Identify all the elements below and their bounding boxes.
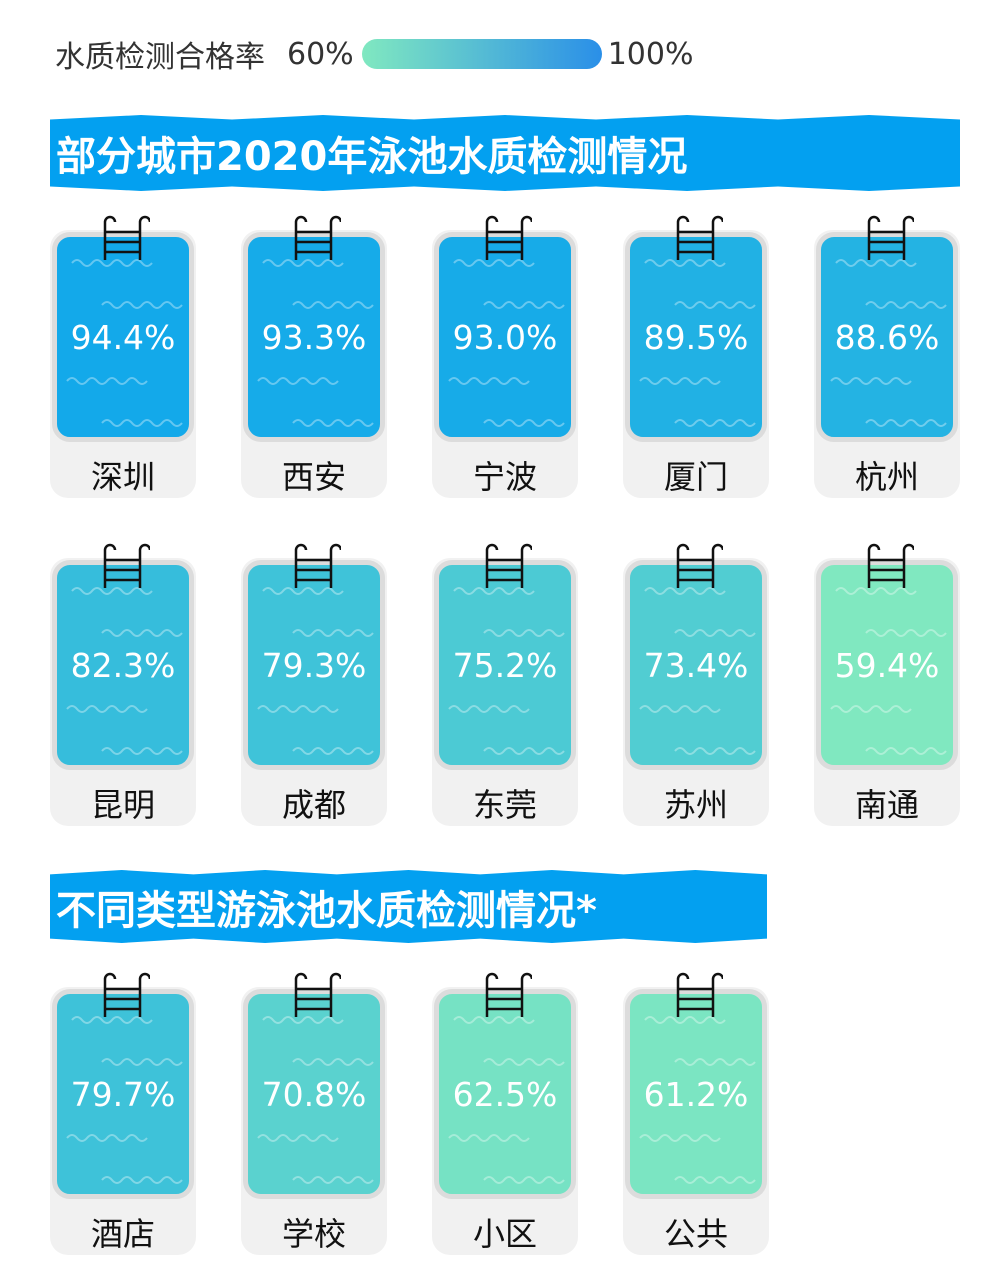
category-label: 南通 bbox=[854, 786, 919, 824]
pass-rate-value: 61.2% bbox=[643, 1074, 749, 1114]
category-label: 东莞 bbox=[472, 786, 537, 824]
section-title-pool-types: 不同类型游泳池水质检测情况* bbox=[50, 870, 767, 943]
pool-fill: 62.5% bbox=[434, 989, 576, 1199]
legend-min-label: 60% bbox=[287, 36, 354, 72]
pool-ladder-icon bbox=[485, 972, 532, 1017]
pool-ladder-icon bbox=[676, 543, 723, 588]
pool-ladder-icon bbox=[294, 972, 341, 1017]
waves-icon bbox=[66, 1016, 183, 1184]
pool-card: 88.6% 杭州 bbox=[814, 215, 960, 498]
pass-rate-value: 62.5% bbox=[452, 1074, 558, 1114]
pool-ladder-icon bbox=[867, 215, 914, 260]
pool-fill: 94.4% bbox=[52, 232, 194, 442]
pass-rate-value: 89.5% bbox=[643, 317, 749, 357]
pool-card: 61.2% 公共 bbox=[623, 972, 769, 1255]
pass-rate-value: 93.0% bbox=[452, 317, 558, 357]
waves-icon bbox=[830, 587, 947, 755]
pool-card: 73.4% 苏州 bbox=[623, 543, 769, 826]
pool-ladder-icon bbox=[676, 215, 723, 260]
category-label: 公共 bbox=[663, 1215, 728, 1253]
waves-icon bbox=[830, 259, 947, 427]
pool-fill: 93.3% bbox=[243, 232, 385, 442]
waves-icon bbox=[257, 587, 374, 755]
pass-rate-value: 79.7% bbox=[70, 1074, 176, 1114]
pool-fill: 93.0% bbox=[434, 232, 576, 442]
category-label: 深圳 bbox=[90, 458, 155, 496]
pool-card: 79.7% 酒店 bbox=[50, 972, 196, 1255]
pass-rate-value: 88.6% bbox=[834, 317, 940, 357]
category-label: 昆明 bbox=[90, 786, 155, 824]
pass-rate-value: 59.4% bbox=[834, 645, 940, 685]
pool-fill: 70.8% bbox=[243, 989, 385, 1199]
pool-ladder-icon bbox=[485, 215, 532, 260]
pool-ladder-icon bbox=[294, 215, 341, 260]
pass-rate-value: 93.3% bbox=[261, 317, 367, 357]
pool-ladder-icon bbox=[485, 543, 532, 588]
pool-fill: 73.4% bbox=[625, 560, 767, 770]
pool-ladder-icon bbox=[103, 543, 150, 588]
pool-fill: 75.2% bbox=[434, 560, 576, 770]
waves-icon bbox=[257, 259, 374, 427]
category-label: 宁波 bbox=[472, 458, 537, 496]
waves-icon bbox=[639, 587, 756, 755]
legend-gradient-bar bbox=[361, 39, 602, 69]
pool-fill: 82.3% bbox=[52, 560, 194, 770]
waves-icon bbox=[448, 587, 565, 755]
waves-icon bbox=[639, 259, 756, 427]
category-label: 厦门 bbox=[663, 458, 728, 496]
color-legend: 水质检测合格率 60% 100% bbox=[55, 34, 694, 76]
legend-label: 水质检测合格率 bbox=[55, 40, 265, 75]
pool-card: 75.2% 东莞 bbox=[432, 543, 578, 826]
pass-rate-value: 70.8% bbox=[261, 1074, 367, 1114]
pass-rate-value: 75.2% bbox=[452, 645, 558, 685]
category-label: 小区 bbox=[472, 1215, 537, 1253]
pool-card: 59.4% 南通 bbox=[814, 543, 960, 826]
pool-ladder-icon bbox=[103, 215, 150, 260]
pool-card: 89.5% 厦门 bbox=[623, 215, 769, 498]
pool-card: 62.5% 小区 bbox=[432, 972, 578, 1255]
waves-icon bbox=[66, 259, 183, 427]
waves-icon bbox=[66, 587, 183, 755]
waves-icon bbox=[639, 1016, 756, 1184]
pool-fill: 79.7% bbox=[52, 989, 194, 1199]
category-label: 西安 bbox=[281, 458, 346, 496]
pool-card: 94.4% 深圳 bbox=[50, 215, 196, 498]
category-label: 酒店 bbox=[90, 1215, 155, 1253]
pass-rate-value: 82.3% bbox=[70, 645, 176, 685]
pool-card: 70.8% 学校 bbox=[241, 972, 387, 1255]
legend-max-label: 100% bbox=[607, 36, 694, 72]
pass-rate-value: 79.3% bbox=[261, 645, 367, 685]
pass-rate-value: 94.4% bbox=[70, 317, 176, 357]
pool-ladder-icon bbox=[294, 543, 341, 588]
pool-fill: 59.4% bbox=[816, 560, 958, 770]
pool-ladder-icon bbox=[867, 543, 914, 588]
category-label: 成都 bbox=[281, 786, 346, 824]
pool-ladder-icon bbox=[103, 972, 150, 1017]
waves-icon bbox=[257, 1016, 374, 1184]
pool-card: 93.0% 宁波 bbox=[432, 215, 578, 498]
section-title-cities: 部分城市2020年泳池水质检测情况 bbox=[50, 115, 960, 191]
pool-ladder-icon bbox=[676, 972, 723, 1017]
waves-icon bbox=[448, 259, 565, 427]
category-label: 苏州 bbox=[663, 786, 728, 824]
pool-fill: 79.3% bbox=[243, 560, 385, 770]
pool-card: 82.3% 昆明 bbox=[50, 543, 196, 826]
pass-rate-value: 73.4% bbox=[643, 645, 749, 685]
category-label: 杭州 bbox=[854, 458, 919, 496]
pool-fill: 88.6% bbox=[816, 232, 958, 442]
pool-card: 79.3% 成都 bbox=[241, 543, 387, 826]
pool-card: 93.3% 西安 bbox=[241, 215, 387, 498]
pool-fill: 61.2% bbox=[625, 989, 767, 1199]
pool-fill: 89.5% bbox=[625, 232, 767, 442]
waves-icon bbox=[448, 1016, 565, 1184]
category-label: 学校 bbox=[281, 1215, 346, 1253]
